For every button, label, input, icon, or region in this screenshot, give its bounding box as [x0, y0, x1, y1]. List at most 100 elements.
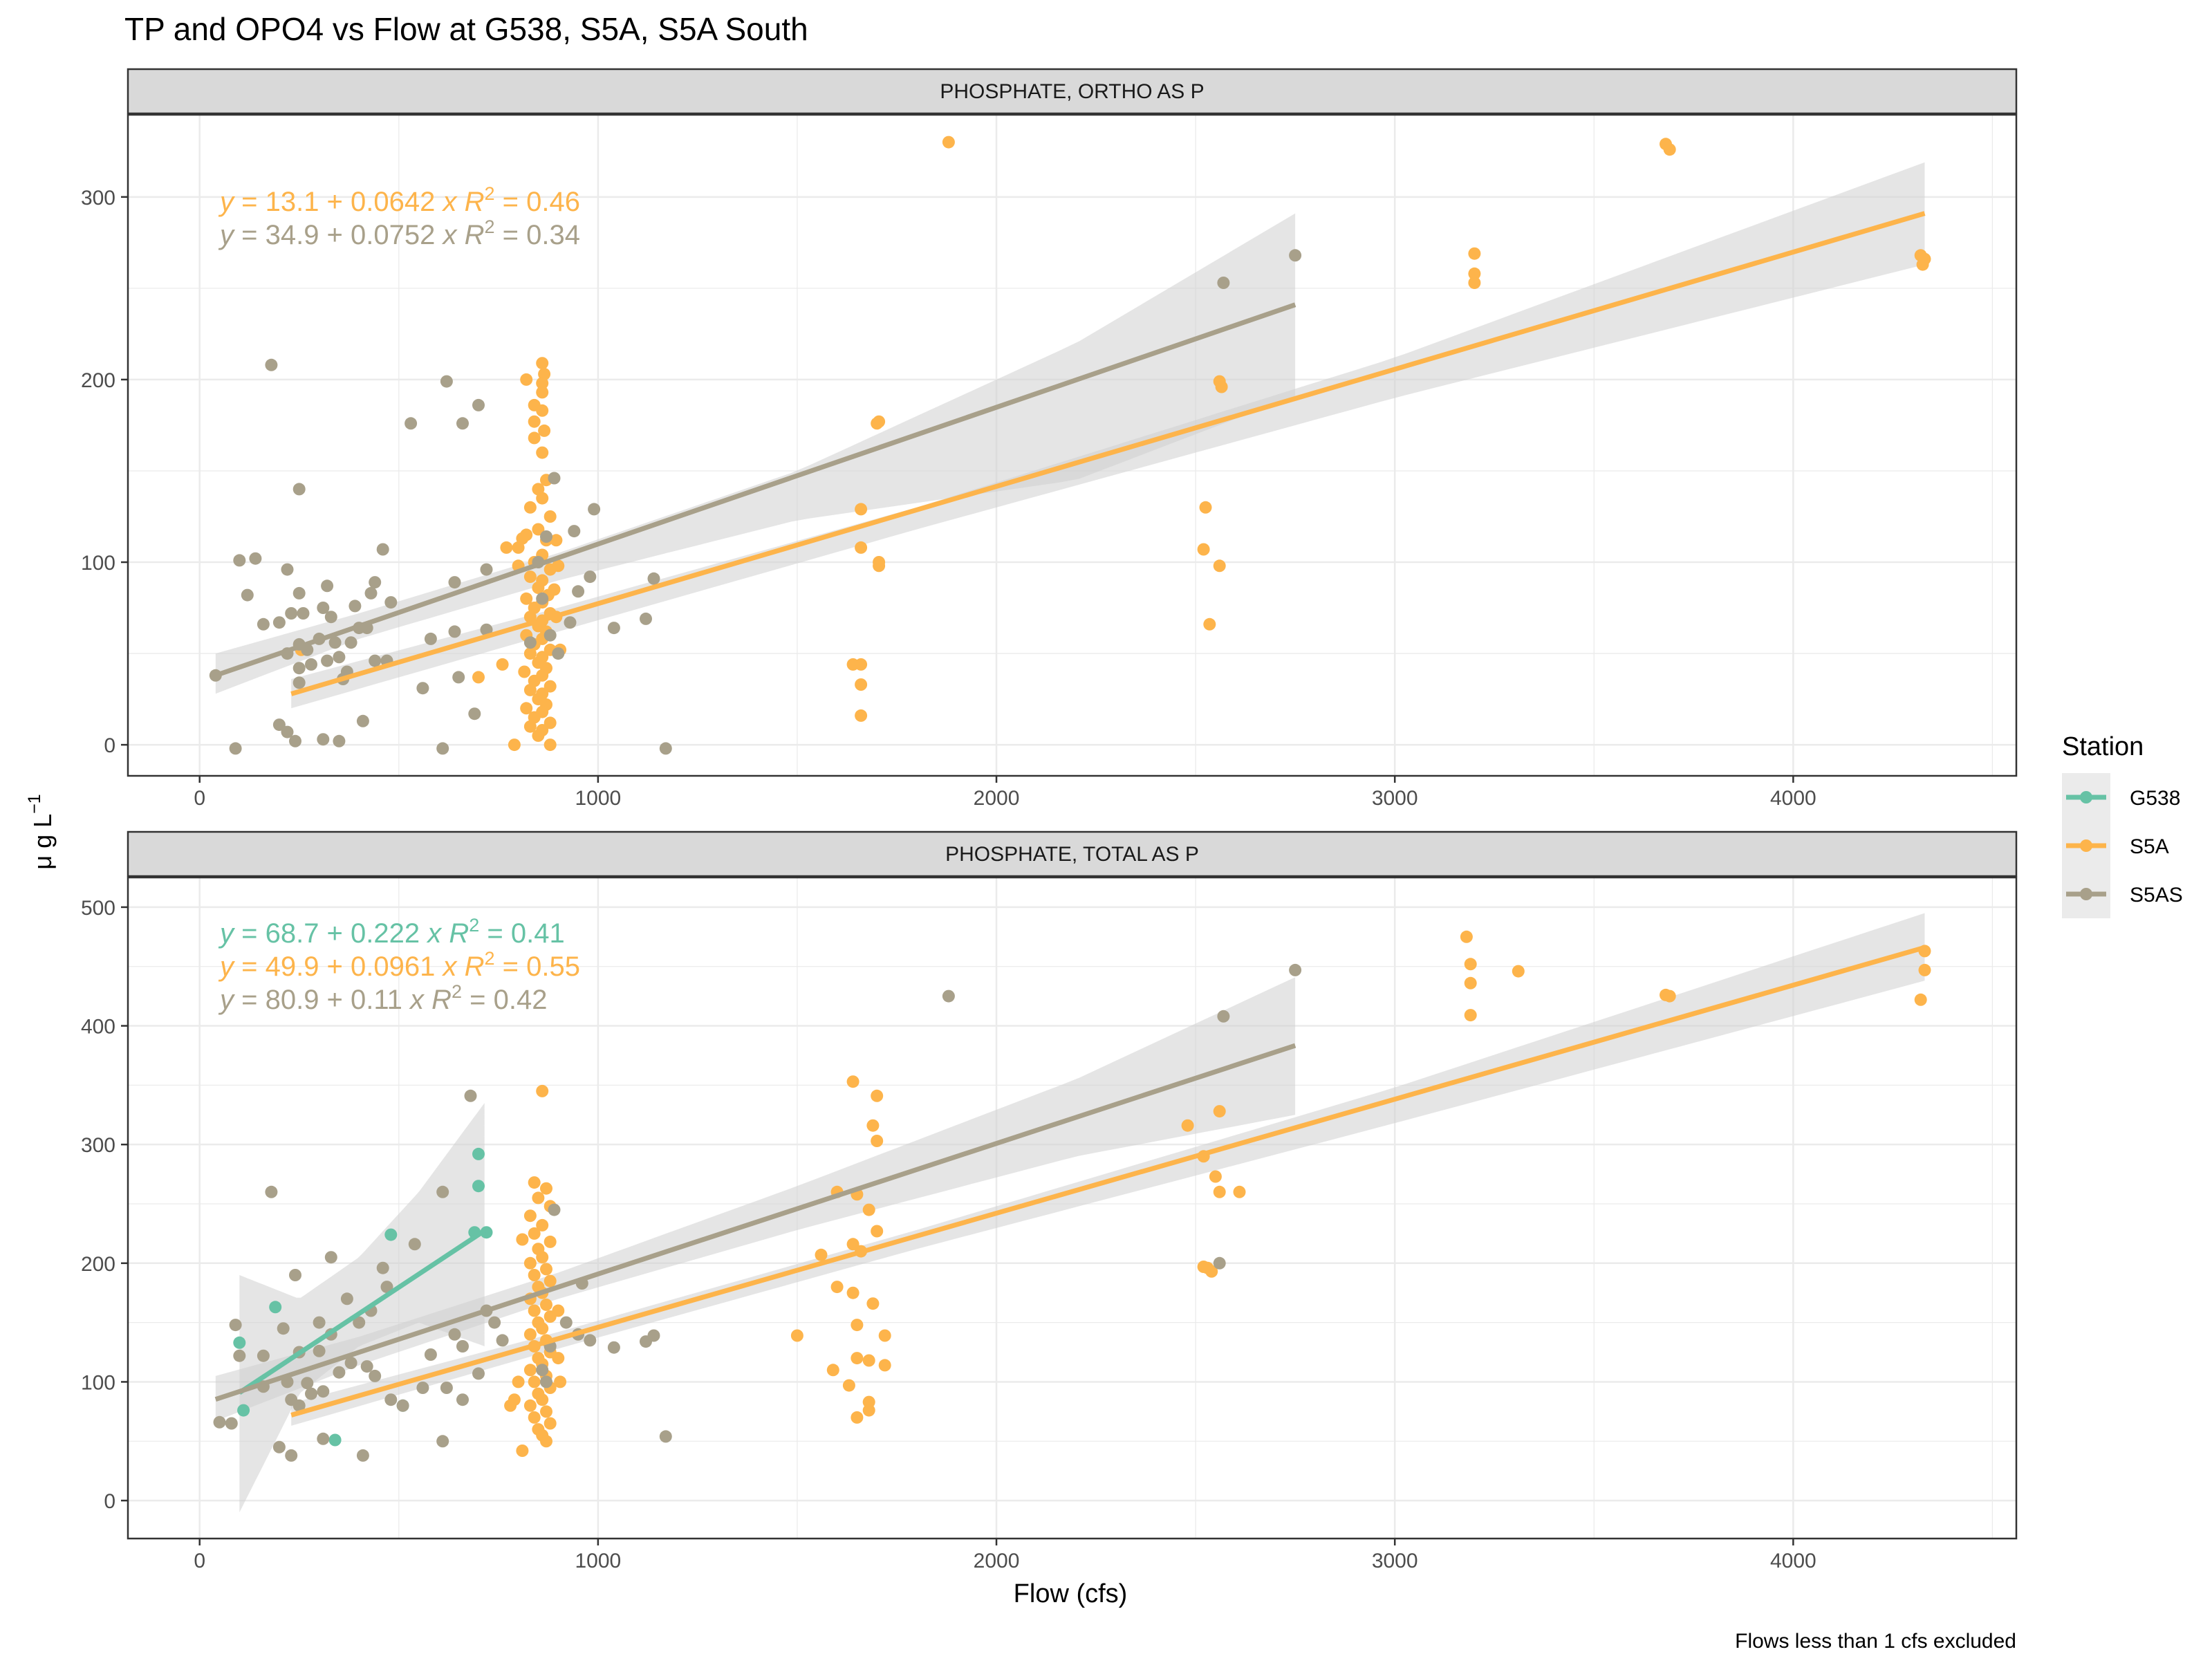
data-point [520, 373, 533, 386]
x-tick-label: 2000 [974, 787, 1020, 810]
data-point [528, 1411, 541, 1424]
data-point [237, 1404, 250, 1417]
y-tick-label: 0 [104, 1490, 115, 1513]
y-tick-label: 300 [81, 1134, 115, 1157]
data-point [440, 1382, 453, 1394]
data-point [523, 683, 537, 696]
data-point [523, 570, 537, 584]
data-point [416, 1382, 429, 1394]
data-point [456, 1393, 469, 1406]
data-point [607, 622, 620, 635]
data-point [285, 607, 298, 620]
data-point [536, 1364, 549, 1377]
data-point [862, 1404, 875, 1417]
data-point [528, 1176, 541, 1189]
data-point [523, 647, 537, 660]
data-point [344, 636, 357, 649]
legend-title: Station [2062, 732, 2144, 761]
data-point [520, 702, 533, 715]
equation-g538: y = 68.7 + 0.222 x R2 = 0.41 [218, 915, 565, 949]
data-point [376, 1261, 389, 1274]
data-point [376, 543, 389, 556]
data-point [640, 612, 652, 625]
fit-line-s5a [290, 945, 1926, 1418]
data-point [548, 1203, 561, 1216]
data-point [550, 534, 563, 547]
data-point [292, 662, 306, 675]
data-point [540, 530, 552, 543]
data-point [496, 658, 509, 671]
y-tick-label: 300 [81, 187, 115, 210]
data-point [1918, 252, 1931, 266]
panel-strip-label: PHOSPHATE, ORTHO AS P [940, 80, 1204, 103]
panel-border [127, 876, 2018, 1540]
svg-text:μ g L−1: μ g L−1 [25, 794, 57, 869]
data-point [292, 1399, 306, 1412]
data-point [536, 357, 549, 370]
data-point [543, 1417, 557, 1430]
data-point [543, 1235, 557, 1248]
data-point [305, 1387, 317, 1400]
data-point [317, 1385, 330, 1398]
data-point [584, 1334, 597, 1347]
legend-key-point [2080, 888, 2092, 900]
data-point [281, 563, 294, 576]
data-point [1663, 990, 1676, 1003]
data-point [500, 541, 513, 554]
data-point [536, 1084, 549, 1097]
data-point [1914, 993, 1927, 1006]
data-point [552, 559, 565, 573]
data-point [1468, 277, 1481, 289]
data-point [878, 1329, 891, 1342]
data-point [536, 1251, 549, 1264]
data-point [523, 636, 537, 649]
data-point [249, 552, 262, 565]
data-point [356, 1449, 369, 1462]
data-point [424, 632, 437, 645]
data-point [866, 1119, 880, 1132]
data-point [472, 398, 485, 411]
panel-ortho: PHOSPHATE, ORTHO AS P 0 1000 2000 3000 4000 0 1… [81, 68, 2018, 810]
data-point [520, 592, 533, 605]
data-point [1217, 277, 1230, 289]
data-point [233, 1349, 246, 1362]
y-axis-title-sup: −1 [25, 794, 44, 814]
data-point [815, 1248, 828, 1261]
data-point [448, 625, 461, 638]
confidence-band-g538 [239, 1103, 485, 1513]
data-point [559, 1316, 573, 1329]
data-point [301, 1377, 314, 1390]
data-point [317, 602, 330, 614]
data-point [1464, 1009, 1477, 1022]
data-point [826, 1364, 839, 1377]
data-point [1464, 958, 1477, 971]
data-point [333, 734, 346, 747]
data-point [607, 1341, 620, 1354]
data-point [321, 579, 334, 593]
data-point [516, 1444, 529, 1457]
data-point [855, 541, 868, 554]
data-point [528, 415, 541, 428]
data-point [543, 510, 557, 523]
data-point [846, 1286, 859, 1299]
x-tick-label: 3000 [1372, 1550, 1418, 1572]
data-point [292, 483, 306, 496]
data-point [289, 1269, 301, 1281]
data-point [1209, 1170, 1222, 1183]
legend-key-point [2080, 839, 2092, 852]
data-point [554, 1375, 567, 1388]
data-point [523, 1328, 537, 1341]
data-point [548, 472, 561, 485]
data-point [851, 1352, 864, 1365]
data-point [512, 1375, 525, 1388]
data-point [257, 1349, 270, 1362]
data-point [436, 1185, 449, 1198]
data-point [1512, 965, 1525, 978]
data-point [536, 1322, 549, 1335]
data-point [229, 742, 242, 755]
data-point [846, 1075, 859, 1088]
fit-line-g538 [238, 1228, 486, 1395]
data-point [523, 1364, 537, 1377]
data-point [528, 1227, 541, 1240]
x-tick-label: 1000 [575, 787, 621, 810]
